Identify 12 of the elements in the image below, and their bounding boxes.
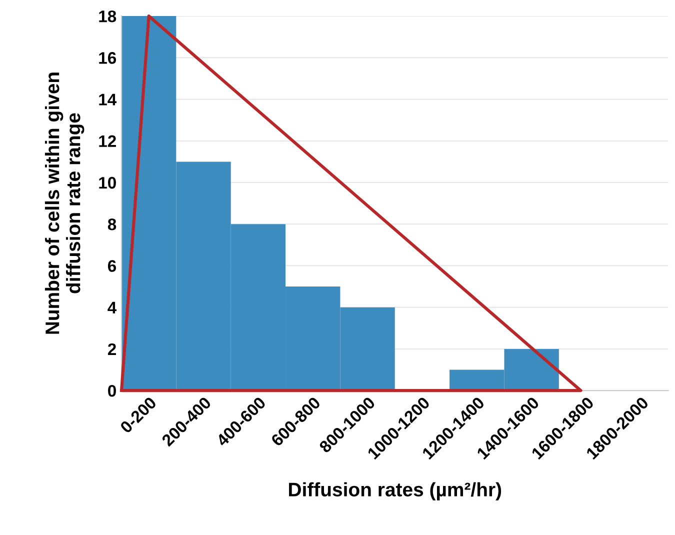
y-tick-label: 0 bbox=[108, 384, 116, 397]
y-tick-label: 2 bbox=[108, 343, 116, 355]
y-tick-label: 12 bbox=[99, 135, 116, 147]
y-tick-label: 18 bbox=[99, 10, 116, 22]
y-tick-label: 4 bbox=[108, 302, 117, 314]
y-tick-label: 8 bbox=[108, 218, 116, 230]
y-tick-label: 14 bbox=[99, 94, 117, 106]
y-axis-title: Number of cells within given diffusion rate range bbox=[44, 72, 84, 334]
y-tick-label: 16 bbox=[99, 52, 116, 64]
x-axis-title: Diffusion rates (µm²/hr) bbox=[289, 482, 502, 500]
y-tick-label: 6 bbox=[108, 260, 116, 272]
y-tick-label: 10 bbox=[99, 176, 116, 189]
